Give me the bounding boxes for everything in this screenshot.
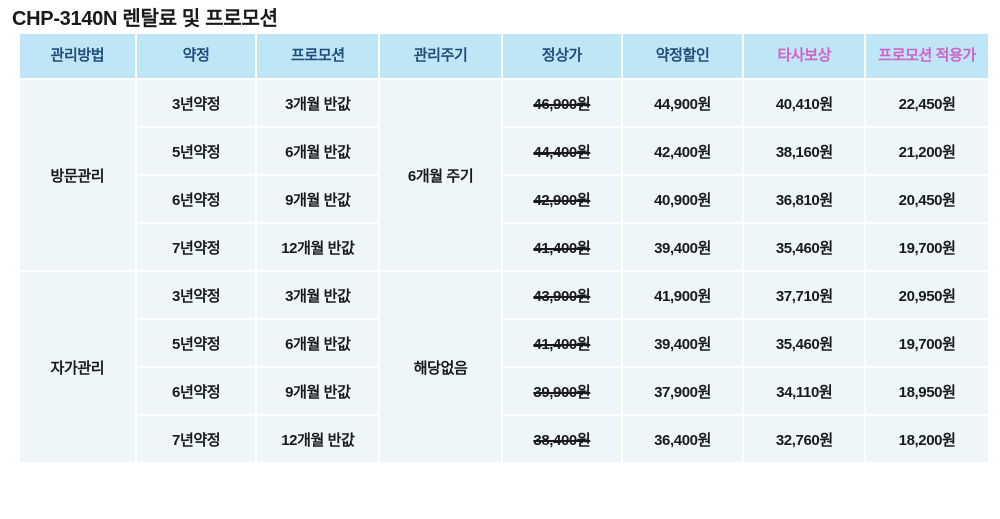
column-header-contract-discount: 약정할인 [622,34,743,78]
header-row: 관리방법 약정 프로모션 관리주기 정상가 약정할인 타사보상 프로모션 적용가 [20,34,988,78]
cell-normal-price: 39,900원 [502,368,621,414]
cell-promotion-price: 18,950원 [866,368,988,414]
cell-promotion: 12개월 반값 [257,224,379,270]
column-header-competitor-compensation: 타사보상 [744,34,865,78]
cell-normal-price: 46,900원 [502,80,621,126]
cell-promotion: 3개월 반값 [257,272,379,318]
cell-promotion-price: 19,700원 [866,320,988,366]
rental-price-table: 관리방법 약정 프로모션 관리주기 정상가 약정할인 타사보상 프로모션 적용가… [18,32,990,464]
cell-normal-price: 44,400원 [502,128,621,174]
cell-contract-discount: 39,400원 [622,224,743,270]
cell-contract: 3년약정 [136,272,256,318]
cell-promotion-price: 18,200원 [866,416,988,462]
table-body: 방문관리 3년약정 3개월 반값 6개월 주기 46,900원 44,900원 … [20,80,988,462]
table-row: 5년약정 6개월 반값 41,400원 39,400원 35,460원 19,7… [20,320,988,366]
cell-normal-price: 41,400원 [502,224,621,270]
cell-promotion-price: 21,200원 [866,128,988,174]
cell-management-group: 방문관리 [20,80,135,270]
cell-contract: 3년약정 [136,80,256,126]
cell-competitor-compensation: 37,710원 [744,272,865,318]
rental-table-container: 관리방법 약정 프로모션 관리주기 정상가 약정할인 타사보상 프로모션 적용가… [18,32,990,464]
cell-management-group: 자가관리 [20,272,135,462]
cell-promotion: 9개월 반값 [257,368,379,414]
cell-cycle-group: 6개월 주기 [380,80,501,270]
cell-contract: 5년약정 [136,128,256,174]
cell-contract-discount: 37,900원 [622,368,743,414]
cell-promotion-price: 22,450원 [866,80,988,126]
cell-promotion: 12개월 반값 [257,416,379,462]
cell-competitor-compensation: 40,410원 [744,80,865,126]
cell-competitor-compensation: 36,810원 [744,176,865,222]
cell-normal-price: 38,400원 [502,416,621,462]
cell-contract-discount: 41,900원 [622,272,743,318]
table-header: 관리방법 약정 프로모션 관리주기 정상가 약정할인 타사보상 프로모션 적용가 [20,34,988,78]
cell-contract: 7년약정 [136,416,256,462]
table-row: 6년약정 9개월 반값 39,900원 37,900원 34,110원 18,9… [20,368,988,414]
cell-competitor-compensation: 34,110원 [744,368,865,414]
cell-contract-discount: 39,400원 [622,320,743,366]
cell-contract: 6년약정 [136,368,256,414]
column-header-normal-price: 정상가 [502,34,621,78]
table-row: 7년약정 12개월 반값 38,400원 36,400원 32,760원 18,… [20,416,988,462]
cell-cycle-group: 해당없음 [380,272,501,462]
cell-competitor-compensation: 32,760원 [744,416,865,462]
cell-normal-price: 43,900원 [502,272,621,318]
cell-contract-discount: 42,400원 [622,128,743,174]
cell-promotion: 9개월 반값 [257,176,379,222]
table-row: 방문관리 3년약정 3개월 반값 6개월 주기 46,900원 44,900원 … [20,80,988,270]
cell-contract: 7년약정 [136,224,256,270]
page-title: CHP-3140N 렌탈료 및 프로모션 [12,8,278,30]
cell-competitor-compensation: 38,160원 [744,128,865,174]
cell-promotion: 6개월 반값 [257,128,379,174]
cell-promotion-price: 20,950원 [866,272,988,318]
column-header-management: 관리방법 [20,34,135,78]
cell-promotion-price: 20,450원 [866,176,988,222]
cell-contract-discount: 40,900원 [622,176,743,222]
table-row: 7년약정 12개월 반값 41,400원 39,400원 35,460원 19,… [20,224,988,270]
cell-contract-discount: 36,400원 [622,416,743,462]
cell-competitor-compensation: 35,460원 [744,224,865,270]
cell-normal-price: 41,400원 [502,320,621,366]
cell-contract: 5년약정 [136,320,256,366]
column-header-promotion: 프로모션 [257,34,379,78]
table-row: 자가관리 3년약정 3개월 반값 해당없음 43,900원 41,900원 37… [20,272,988,462]
table-row: 5년약정 6개월 반값 44,400원 42,400원 38,160원 21,2… [20,128,988,174]
cell-contract: 6년약정 [136,176,256,222]
cell-promotion-price: 19,700원 [866,224,988,270]
column-header-contract: 약정 [136,34,256,78]
cell-promotion: 6개월 반값 [257,320,379,366]
cell-promotion: 3개월 반값 [257,80,379,126]
cell-normal-price: 42,900원 [502,176,621,222]
cell-contract-discount: 44,900원 [622,80,743,126]
cell-competitor-compensation: 35,460원 [744,320,865,366]
column-header-promotion-price: 프로모션 적용가 [866,34,988,78]
column-header-cycle: 관리주기 [380,34,501,78]
table-row: 6년약정 9개월 반값 42,900원 40,900원 36,810원 20,4… [20,176,988,222]
